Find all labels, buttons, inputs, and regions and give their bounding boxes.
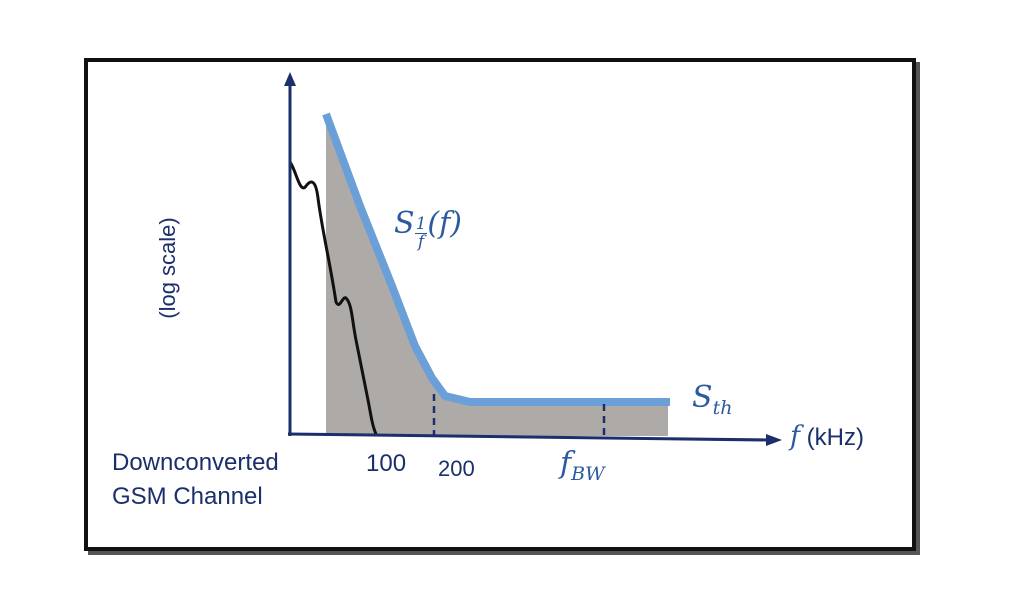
tick-fbw-sub: BW (571, 463, 605, 485)
tick-fbw-main: f (560, 446, 572, 481)
x-axis (287, 432, 769, 442)
curve-label-frac-num: 1 (414, 214, 428, 234)
x-axis-label: f (kHz) (790, 421, 864, 452)
y-axis-label: (log scale) (155, 217, 180, 319)
flat-label-main: S (692, 380, 713, 415)
x-axis-var: f (790, 421, 800, 452)
y-axis-arrowhead (284, 72, 296, 86)
tick-200-label: 200 (438, 456, 475, 481)
diagram-frame (84, 58, 916, 551)
curve-label-subscript: 1 f (414, 214, 428, 252)
flat-label-sub: th (712, 397, 733, 419)
gsm-label-line1: Downconverted (112, 449, 279, 476)
curve-label: S 1 f (f) (394, 206, 462, 251)
gsm-label-line2: GSM Channel (112, 483, 263, 510)
noise-area-fill (326, 118, 668, 436)
gsm-channel-curve (288, 161, 378, 435)
flicker-noise-curve (322, 112, 670, 406)
curve-label-main: S (394, 206, 415, 241)
tick-fbw-label: fBW (560, 446, 605, 485)
flat-label: Sth (692, 380, 732, 419)
gsm-channel-label: Downconverted GSM Channel (112, 446, 279, 514)
tick-100-label: 100 (366, 450, 407, 477)
curve-label-frac-den: f (417, 232, 425, 252)
x-axis-arrowhead (766, 434, 782, 446)
x-axis-unit: (kHz) (806, 424, 864, 451)
curve-label-arg: (f) (427, 206, 462, 241)
